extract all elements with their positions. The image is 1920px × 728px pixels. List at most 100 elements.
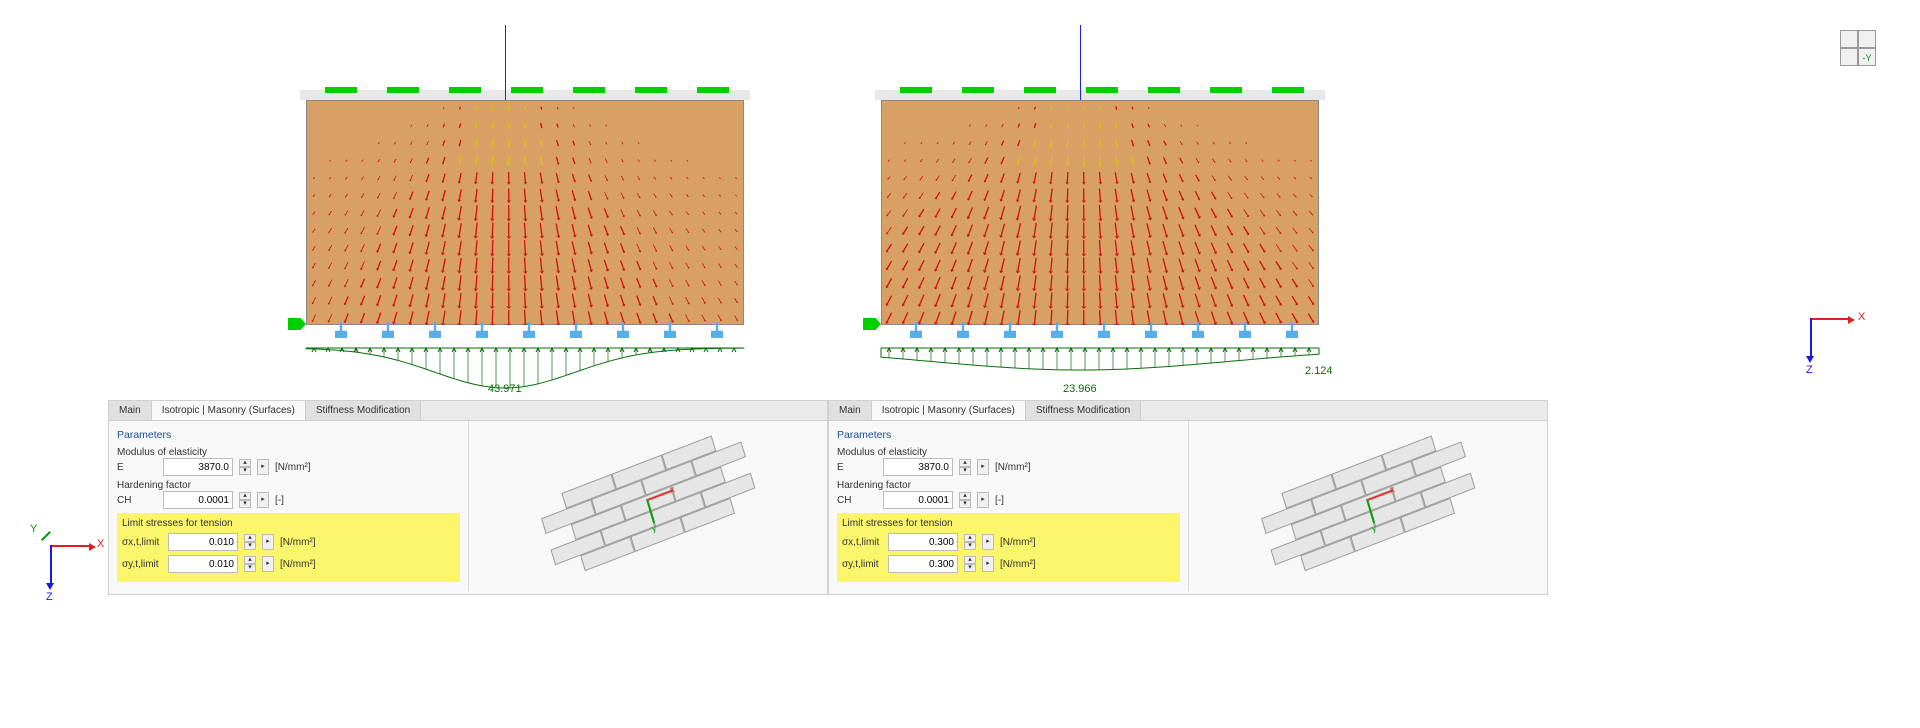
distributed-load-segment (387, 87, 419, 93)
distributed-load-segment (962, 87, 994, 93)
tab-stiffness-modification[interactable]: Stiffness Modification (306, 401, 421, 420)
tab-isotropic-masonry-surfaces-[interactable]: Isotropic | Masonry (Surfaces) (872, 401, 1026, 420)
limit-header: Limit stresses for tension (122, 518, 455, 529)
param-more-button[interactable]: ▸ (982, 534, 994, 550)
param-input[interactable] (888, 555, 958, 573)
reaction-value-center: 43.971 (488, 383, 522, 395)
axis-widget-2d: X Z (1810, 308, 1880, 378)
spinner-up[interactable]: ▴ (239, 459, 251, 467)
distributed-load-segment (1024, 87, 1056, 93)
distributed-load-segment (1148, 87, 1180, 93)
tab-isotropic-masonry-surfaces-[interactable]: Isotropic | Masonry (Surfaces) (152, 401, 306, 420)
spinner-up[interactable]: ▴ (244, 534, 256, 542)
spinner-up[interactable]: ▴ (959, 459, 971, 467)
distributed-load-segment (325, 87, 357, 93)
param-more-button[interactable]: ▸ (262, 534, 274, 550)
roller-support (288, 318, 306, 330)
param-symbol: CH (837, 495, 877, 506)
param-unit: [N/mm²] (280, 537, 316, 548)
param-symbol: σy,t,limit (842, 559, 882, 570)
param-unit: [N/mm²] (275, 462, 311, 473)
param-unit: [N/mm²] (1000, 537, 1036, 548)
limit-stress-block: Limit stresses for tensionσx,t,limit▴▾▸[… (837, 513, 1180, 582)
param-input[interactable] (888, 533, 958, 551)
spinner-down[interactable]: ▾ (959, 500, 971, 508)
limit-stress-block: Limit stresses for tensionσx,t,limit▴▾▸[… (117, 513, 460, 582)
distributed-load-segment (511, 87, 543, 93)
parameter-panel: MainIsotropic | Masonry (Surfaces)Stiffn… (108, 400, 828, 595)
spinner-down[interactable]: ▾ (964, 542, 976, 550)
param-symbol: σy,t,limit (122, 559, 162, 570)
param-unit: [N/mm²] (1000, 559, 1036, 570)
param-unit: [-] (275, 495, 284, 506)
parameter-panel: MainIsotropic | Masonry (Surfaces)Stiffn… (828, 400, 1548, 595)
reaction-value-center: 23.966 (1063, 383, 1097, 395)
param-input[interactable] (883, 491, 953, 509)
param-more-button[interactable]: ▸ (977, 492, 989, 508)
material-preview: xy (549, 423, 746, 588)
distributed-load-segment (1210, 87, 1242, 93)
distributed-load-segment (900, 87, 932, 93)
simulation-viewport: 43.971 (290, 25, 760, 385)
spinner-down[interactable]: ▾ (244, 564, 256, 572)
param-more-button[interactable]: ▸ (262, 556, 274, 572)
param-symbol: E (837, 462, 877, 473)
tab-stiffness-modification[interactable]: Stiffness Modification (1026, 401, 1141, 420)
param-label: Hardening factor (117, 480, 460, 491)
spinner-up[interactable]: ▴ (239, 492, 251, 500)
distributed-load-segment (1272, 87, 1304, 93)
param-input[interactable] (168, 533, 238, 551)
distributed-load-segment (573, 87, 605, 93)
limit-header: Limit stresses for tension (842, 518, 1175, 529)
axis-y-label: Y (30, 523, 37, 535)
axis-x-label: X (97, 538, 104, 550)
reaction-diagram (865, 340, 1335, 390)
stress-trajectories (881, 100, 1319, 325)
spinner-up[interactable]: ▴ (959, 492, 971, 500)
spinner-down[interactable]: ▾ (964, 564, 976, 572)
simulation-viewport: 23.9662.124 (865, 25, 1335, 385)
param-input[interactable] (163, 458, 233, 476)
distributed-load-segment (697, 87, 729, 93)
param-label: Hardening factor (837, 480, 1180, 491)
param-unit: [N/mm²] (995, 462, 1031, 473)
param-input[interactable] (883, 458, 953, 476)
point-load-line (1080, 25, 1081, 100)
param-input[interactable] (168, 555, 238, 573)
param-symbol: σx,t,limit (122, 537, 162, 548)
axis-z-label: Z (46, 591, 53, 603)
spinner-down[interactable]: ▾ (959, 467, 971, 475)
reaction-value-right: 2.124 (1305, 365, 1333, 377)
axis-widget-3d: X Z Y (35, 525, 105, 595)
spinner-up[interactable]: ▴ (964, 556, 976, 564)
param-unit: [-] (995, 495, 1004, 506)
spinner-down[interactable]: ▾ (239, 467, 251, 475)
distributed-load-segment (449, 87, 481, 93)
param-symbol: E (117, 462, 157, 473)
roller-support (863, 318, 881, 330)
param-more-button[interactable]: ▸ (257, 459, 269, 475)
point-load-line (505, 25, 506, 100)
section-header: Parameters (837, 429, 1180, 441)
param-label: Modulus of elasticity (117, 447, 460, 458)
material-preview: xy (1269, 423, 1466, 588)
tab-main[interactable]: Main (829, 401, 872, 420)
spinner-down[interactable]: ▾ (244, 542, 256, 550)
param-more-button[interactable]: ▸ (257, 492, 269, 508)
param-input[interactable] (163, 491, 233, 509)
stress-trajectories (306, 100, 744, 325)
section-header: Parameters (117, 429, 460, 441)
tab-main[interactable]: Main (109, 401, 152, 420)
param-more-button[interactable]: ▸ (982, 556, 994, 572)
param-label: Modulus of elasticity (837, 447, 1180, 458)
spinner-up[interactable]: ▴ (244, 556, 256, 564)
distributed-load-segment (1086, 87, 1118, 93)
nav-cube[interactable]: -Y (1835, 25, 1890, 80)
spinner-down[interactable]: ▾ (239, 500, 251, 508)
reaction-diagram (290, 340, 760, 390)
distributed-load-segment (635, 87, 667, 93)
nav-face-y[interactable]: -Y (1858, 48, 1876, 66)
spinner-up[interactable]: ▴ (964, 534, 976, 542)
param-symbol: σx,t,limit (842, 537, 882, 548)
param-more-button[interactable]: ▸ (977, 459, 989, 475)
